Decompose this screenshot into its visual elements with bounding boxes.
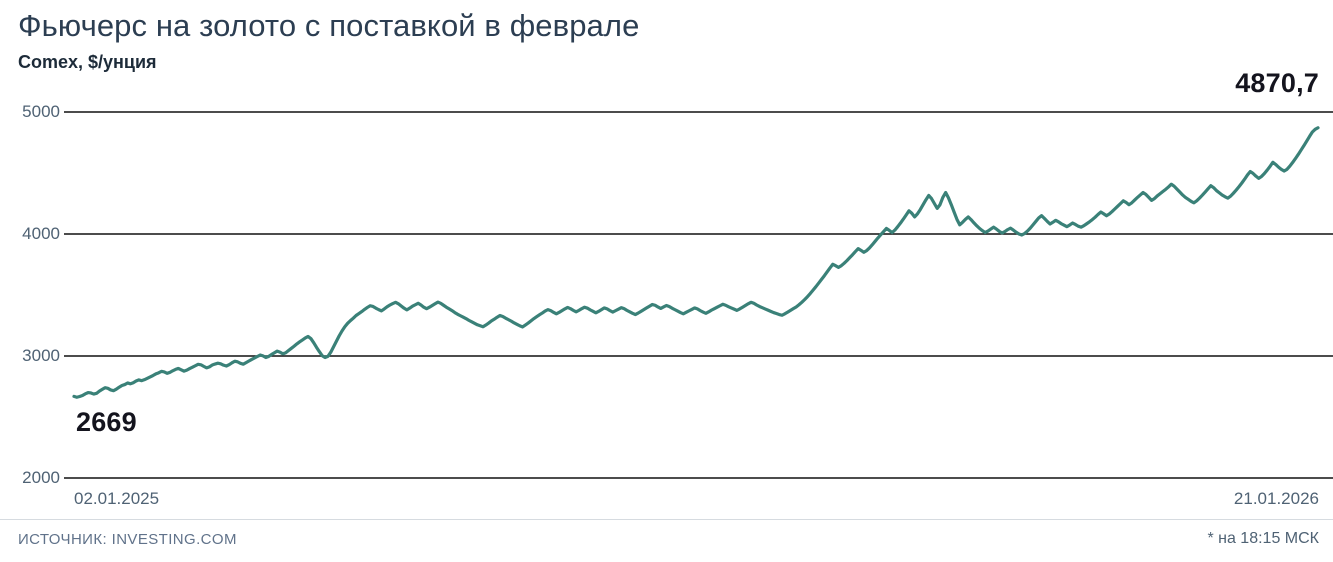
footer-divider [0,519,1333,520]
y-axis-tick-label: 5000 [22,102,60,121]
timestamp-note: * на 18:15 МСК [1207,530,1319,547]
x-axis-label-end: 21.01.2026 [1233,489,1319,508]
page-title: Фьючерс на золото с поставкой в феврале [18,8,640,43]
y-axis-tick-label: 3000 [22,346,60,365]
chart-subtitle: Comex, $/унция [18,52,157,72]
x-axis-label-start: 02.01.2025 [74,489,160,508]
end-value-label: 4870,7 [1235,68,1319,98]
source-label: ИСТОЧНИК: INVESTING.COM [18,531,237,548]
start-value-label: 2669 [76,407,137,437]
chart-line-series [72,126,1320,399]
y-axis-tick-label: 2000 [22,468,60,487]
y-axis-tick-label: 4000 [22,224,60,243]
